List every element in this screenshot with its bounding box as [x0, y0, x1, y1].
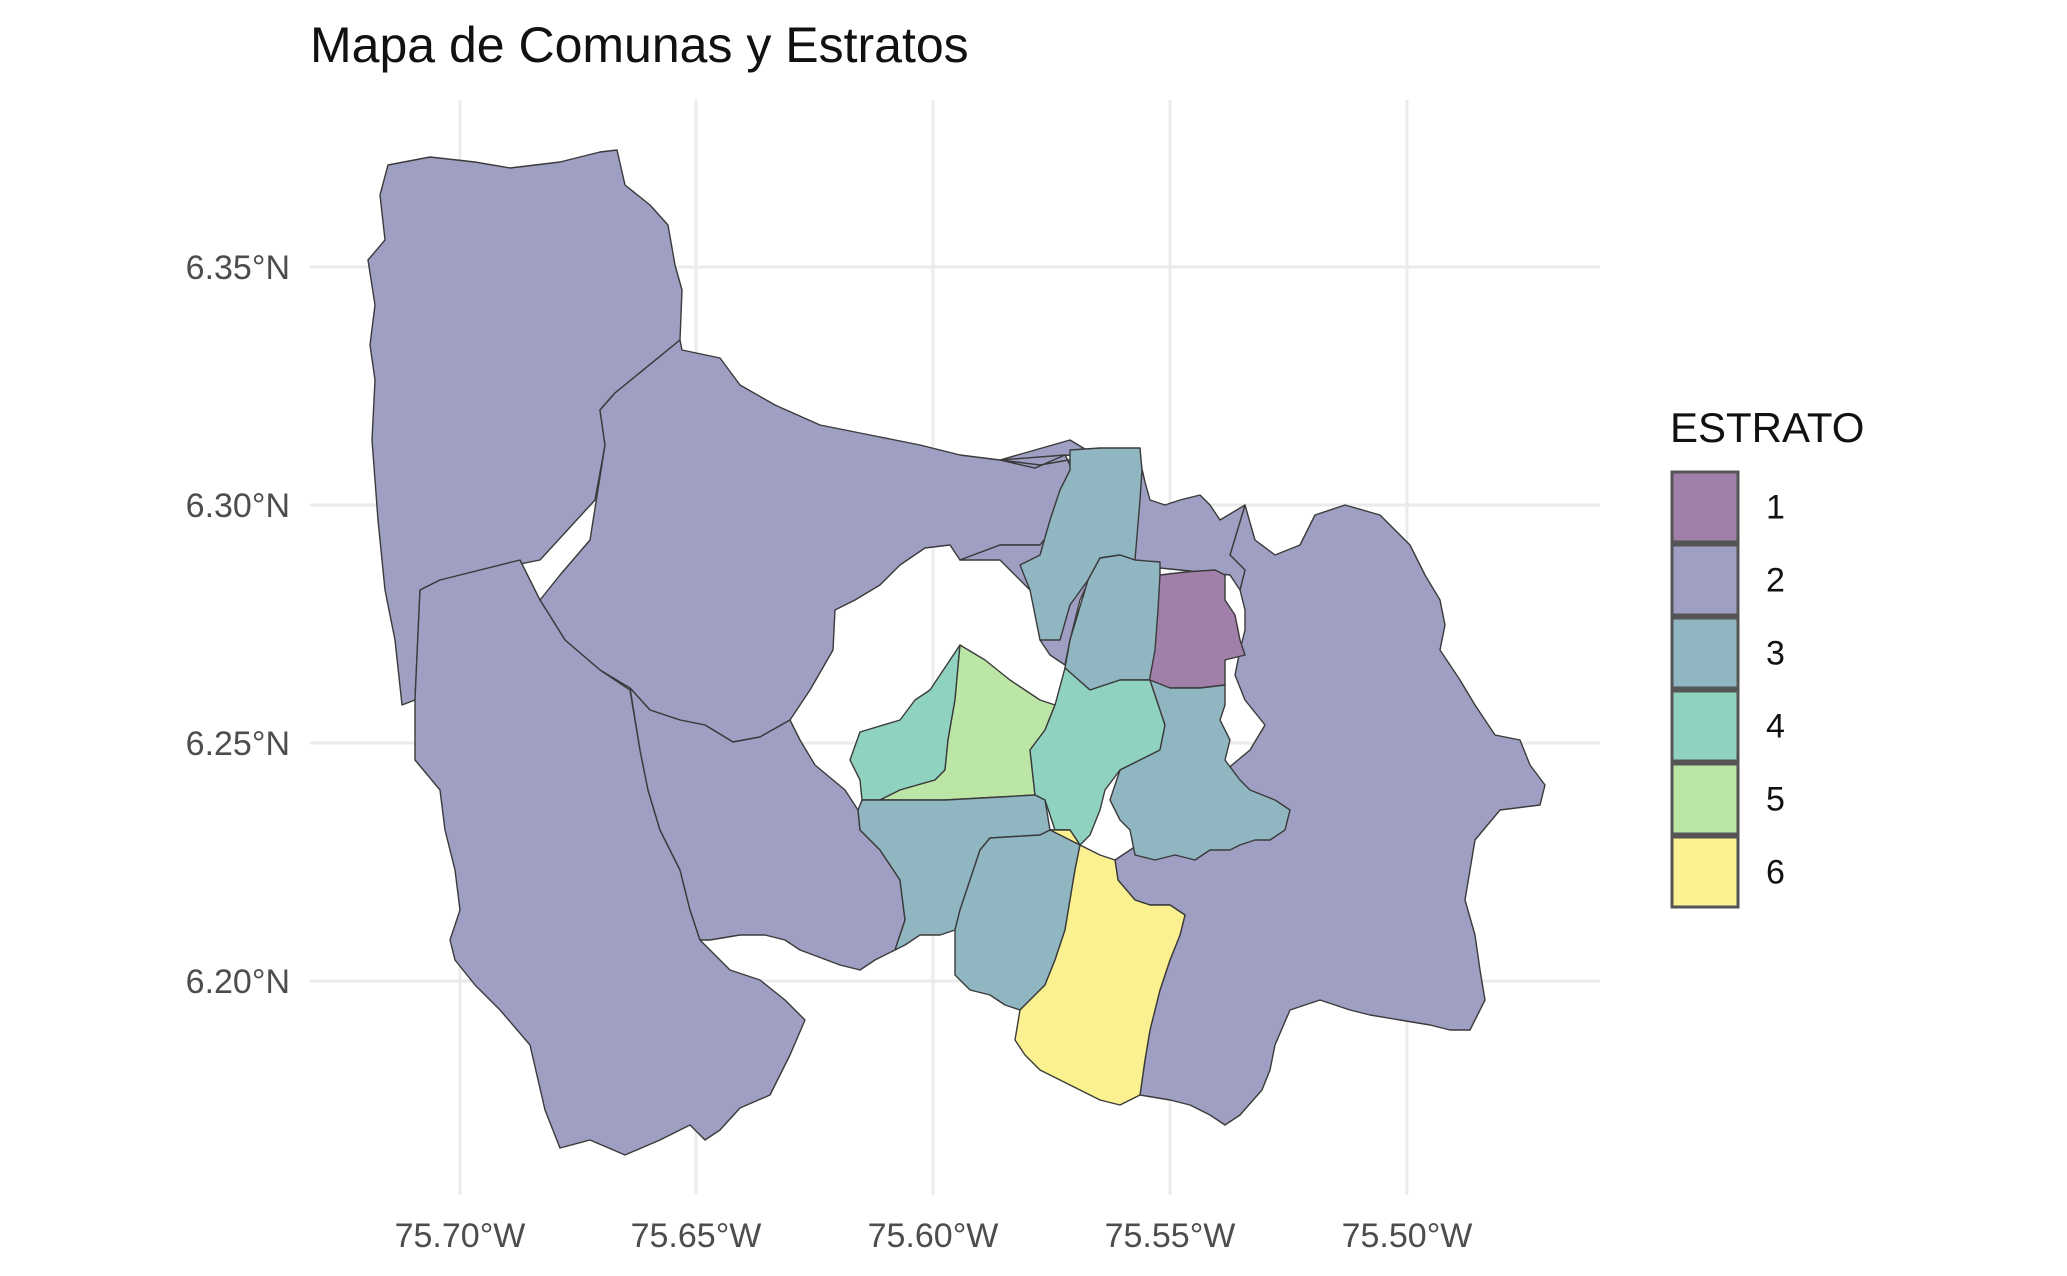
region-estrato-6 [1014, 829, 1186, 1106]
y-axis: 6.35°N 6.30°N 6.25°N 6.20°N [186, 249, 290, 1001]
legend-label: 6 [1766, 854, 1785, 892]
legend-label: 4 [1766, 708, 1785, 746]
y-tick-label: 6.30°N [186, 487, 290, 525]
map-title: Mapa de Comunas y Estratos [310, 17, 969, 73]
x-tick-label: 75.50°W [1342, 1217, 1473, 1255]
regions [367, 149, 1546, 1156]
y-tick-label: 6.25°N [186, 725, 290, 763]
legend-swatch [1670, 470, 1740, 544]
x-axis: 75.70°W 75.65°W 75.60°W 75.55°W 75.50°W [395, 1217, 1473, 1255]
y-tick-label: 6.35°N [186, 249, 290, 287]
legend-label: 2 [1766, 562, 1785, 600]
x-tick-label: 75.65°W [631, 1217, 762, 1255]
x-tick-label: 75.70°W [395, 1217, 526, 1255]
legend-swatch [1670, 835, 1740, 909]
legend-swatch [1670, 689, 1740, 763]
region-rural-northwest [367, 149, 683, 706]
region-estrato-1 [1147, 569, 1246, 689]
legend-swatch [1670, 762, 1740, 836]
legend-swatch [1670, 616, 1740, 690]
legend: ESTRATO 1 2 3 4 5 6 [1670, 404, 1864, 909]
x-tick-label: 75.55°W [1105, 1217, 1236, 1255]
legend-label: 1 [1766, 489, 1785, 527]
legend-swatch [1670, 543, 1740, 617]
region-north-corridor [1019, 447, 1143, 641]
legend-items: 1 2 3 4 5 6 [1670, 470, 1785, 909]
region-rural-north-central [539, 339, 1076, 743]
x-tick-label: 75.60°W [868, 1217, 999, 1255]
region-east-central [1109, 679, 1291, 861]
legend-title: ESTRATO [1670, 404, 1864, 451]
legend-label: 3 [1766, 635, 1785, 673]
legend-label: 5 [1766, 781, 1785, 819]
y-tick-label: 6.20°N [186, 963, 290, 1001]
